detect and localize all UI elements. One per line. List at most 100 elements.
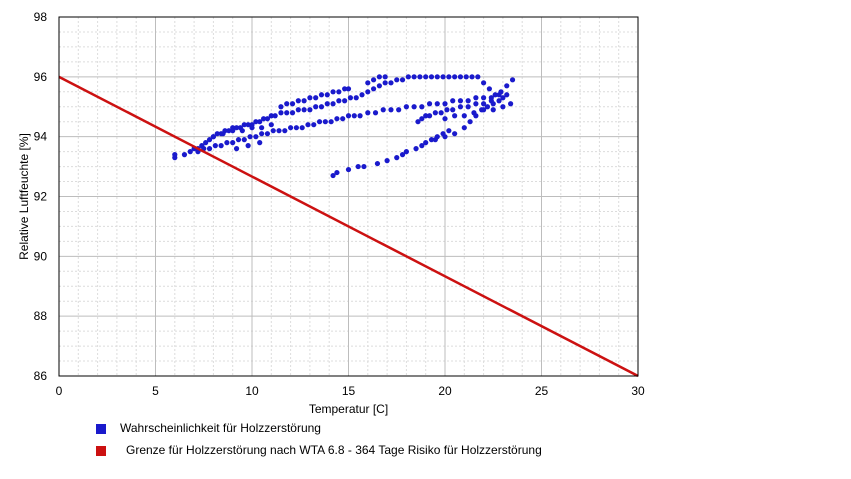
scatter-point — [490, 107, 496, 113]
y-tick-label: 92 — [34, 190, 48, 204]
legend-swatch-scatter — [96, 424, 106, 434]
scatter-point — [330, 89, 336, 95]
scatter-point — [475, 74, 481, 80]
scatter-point — [264, 116, 271, 122]
scatter-point — [479, 107, 485, 113]
scatter-point — [365, 110, 371, 116]
scatter-point — [432, 137, 438, 143]
scatter-point — [230, 140, 236, 146]
scatter-point — [419, 116, 425, 122]
scatter-point — [272, 113, 278, 119]
scatter-point — [442, 134, 448, 140]
scatter-point — [500, 95, 506, 101]
scatter-point — [241, 137, 247, 143]
scatter-point — [268, 113, 274, 119]
x-tick-label: 5 — [152, 384, 159, 398]
scatter-point — [452, 131, 458, 137]
scatter-point — [253, 119, 259, 125]
scatter-point — [301, 107, 307, 113]
y-axis-label: Relative Luftfeuchte [%] — [17, 133, 31, 260]
scatter-point — [210, 134, 216, 140]
scatter-point — [212, 143, 218, 149]
scatter-point — [313, 95, 319, 101]
scatter-point — [278, 104, 284, 110]
scatter-point — [457, 98, 464, 104]
scatter-point — [245, 143, 251, 149]
scatter-point — [299, 125, 305, 131]
y-tick-labels: 86 88 90 92 94 96 98 — [34, 10, 48, 383]
scatter-point — [496, 92, 502, 98]
limit-line — [58, 75, 639, 378]
scatter-point — [293, 125, 299, 131]
scatter-point — [295, 107, 301, 113]
x-tick-label: 25 — [535, 384, 549, 398]
x-tick-label: 15 — [342, 384, 356, 398]
scatter-point — [259, 131, 265, 137]
scatter-point — [351, 113, 357, 119]
x-tick-label: 20 — [438, 384, 452, 398]
scatter-point — [235, 137, 242, 143]
scatter-point — [484, 104, 491, 110]
scatter-point — [305, 122, 311, 128]
scatter-point — [442, 101, 448, 107]
scatter-point — [226, 128, 232, 134]
scatter-point — [382, 80, 388, 86]
scatter-point — [307, 95, 313, 101]
scatter-point — [257, 119, 263, 125]
scatter-point — [334, 169, 340, 176]
scatter-point — [376, 74, 382, 80]
scatter-point — [324, 92, 330, 98]
scatter-point — [270, 128, 276, 134]
scatter-point — [481, 101, 487, 107]
scatter-point — [322, 119, 328, 125]
scatter-point — [411, 74, 417, 80]
scatter-point — [490, 101, 496, 107]
scatter-point — [307, 107, 313, 113]
scatter-point — [399, 152, 406, 158]
scatter-point — [218, 143, 224, 149]
scatter-point — [374, 160, 381, 167]
scatter-point — [428, 137, 435, 143]
scatter-point — [342, 86, 348, 92]
scatter-point — [340, 116, 346, 122]
scatter-point — [313, 104, 319, 110]
scatter-point — [415, 119, 421, 125]
scatter-point — [452, 113, 458, 119]
scatter-point — [345, 86, 352, 92]
scatter-point — [181, 152, 188, 158]
scatter-point — [376, 83, 382, 89]
scatter-point — [509, 77, 516, 83]
y-tick-label: 88 — [34, 309, 48, 323]
scatter-point — [419, 143, 425, 149]
scatter-point — [342, 98, 348, 104]
scatter-point — [394, 155, 400, 161]
scatter-point — [359, 92, 365, 98]
x-tick-labels: 0 5 10 15 20 25 30 — [56, 384, 645, 398]
scatter-point — [440, 74, 446, 80]
scatter-point — [405, 74, 411, 80]
scatter-point — [330, 101, 336, 107]
scatter-point — [318, 104, 325, 110]
scatter-point — [481, 95, 487, 101]
scatter-point — [428, 74, 435, 80]
scatter-point — [365, 89, 371, 95]
scatter-point — [496, 98, 502, 104]
scatter-point — [457, 104, 464, 110]
scatter-point — [203, 140, 209, 146]
scatter-point — [465, 98, 471, 104]
scatter-point — [446, 74, 452, 80]
scatter-point — [311, 122, 317, 128]
scatter-point — [438, 110, 444, 116]
scatter-point — [432, 110, 438, 116]
scatter-point — [481, 80, 487, 86]
scatter-point — [361, 163, 367, 170]
major-grid — [58, 16, 639, 377]
scatter-point — [413, 146, 419, 152]
scatter-point — [301, 98, 307, 104]
scatter-point — [396, 107, 402, 113]
scatter-point — [268, 122, 274, 128]
y-tick-label: 86 — [34, 369, 48, 383]
scatter-point — [284, 101, 290, 107]
scatter-point — [260, 116, 267, 122]
scatter-point — [446, 128, 452, 134]
